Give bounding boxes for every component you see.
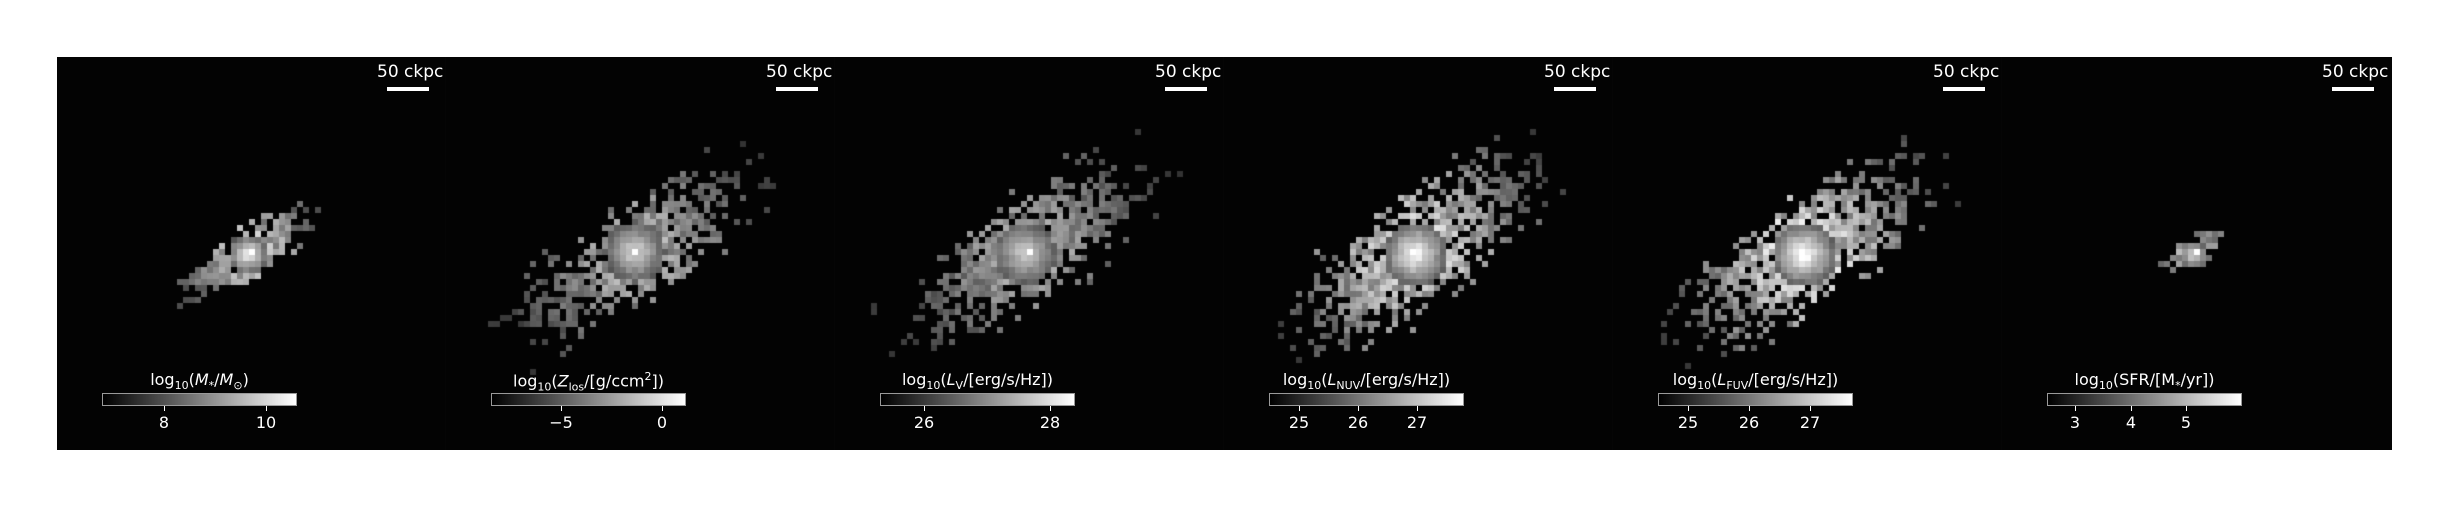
map-sfr <box>2002 57 2390 450</box>
colorbar <box>880 393 1075 406</box>
colorbar-tick <box>2186 406 2187 411</box>
colorbar-tick <box>1810 406 1811 411</box>
scale-bar-label: 50 ckpc <box>377 62 444 82</box>
map-lum-nuv <box>1224 57 1612 450</box>
panel-sfr: 50 ckpc log10(SFR/[M*/yr]) 3 4 5 <box>2002 57 2390 450</box>
colorbar-tick <box>1417 406 1418 411</box>
panel-lum-v: 50 ckpc log10(LV/[erg/s/Hz]) 26 28 <box>835 57 1223 450</box>
panel-stellar-mass: 50 ckpc log10(M*/M⊙) 8 10 <box>57 57 445 450</box>
scale-bar <box>776 87 818 91</box>
scale-bar-label: 50 ckpc <box>1544 62 1611 82</box>
colorbar-tick <box>561 406 562 411</box>
colorbar-tick-label: 26 <box>1347 413 1369 432</box>
colorbar-tick-label: 25 <box>1677 413 1699 432</box>
colorbar-tick-label: 26 <box>913 413 935 432</box>
colorbar-tick-label: 8 <box>158 413 170 432</box>
colorbar-tick <box>164 406 165 411</box>
colorbar <box>491 393 686 406</box>
colorbar-tick <box>266 406 267 411</box>
scale-bar-label: 50 ckpc <box>766 62 833 82</box>
colorbar-label: log10(M*/M⊙) <box>150 370 249 393</box>
scale-bar-label: 50 ckpc <box>1155 62 1222 82</box>
colorbar-label: log10(LFUV/[erg/s/Hz]) <box>1672 370 1839 393</box>
colorbar <box>2047 393 2242 406</box>
scale-bar <box>2332 87 2374 91</box>
colorbar-label: log10(SFR/[M*/yr]) <box>2074 370 2215 393</box>
colorbar-tick-label: 28 <box>1039 413 1061 432</box>
colorbar-label: log10(LV/[erg/s/Hz]) <box>901 370 1054 393</box>
colorbar-tick-label: 0 <box>656 413 668 432</box>
colorbar-tick <box>2075 406 2076 411</box>
colorbar-tick-label: 27 <box>1406 413 1428 432</box>
scale-bar <box>1165 87 1207 91</box>
colorbar-tick-label: 4 <box>2125 413 2137 432</box>
colorbar-tick <box>662 406 663 411</box>
map-lum-fuv <box>1613 57 2001 450</box>
colorbar-tick-label: 10 <box>255 413 277 432</box>
colorbar-tick-label: 27 <box>1799 413 1821 432</box>
scale-bar-label: 50 ckpc <box>2322 62 2389 82</box>
image-strip: 50 ckpc log10(M*/M⊙) 8 10 50 ckpc log10(Zlos/… <box>57 57 2392 450</box>
scale-bar <box>1554 87 1596 91</box>
colorbar-label: log10(Zlos/[g/ccm2]) <box>513 370 664 394</box>
colorbar <box>1269 393 1464 406</box>
colorbar-tick <box>1749 406 1750 411</box>
colorbar <box>1658 393 1853 406</box>
colorbar-label: log10(LNUV/[erg/s/Hz]) <box>1282 370 1451 393</box>
colorbar-tick-label: 5 <box>2180 413 2192 432</box>
colorbar-tick-label: −5 <box>549 413 573 432</box>
panel-lum-nuv: 50 ckpc log10(LNUV/[erg/s/Hz]) 25 26 27 <box>1224 57 1612 450</box>
panel-lum-fuv: 50 ckpc log10(LFUV/[erg/s/Hz]) 25 26 27 <box>1613 57 2001 450</box>
map-lum-v <box>835 57 1223 450</box>
colorbar-tick-label: 26 <box>1738 413 1760 432</box>
colorbar-tick <box>2131 406 2132 411</box>
colorbar-tick <box>924 406 925 411</box>
colorbar-tick <box>1688 406 1689 411</box>
map-metal-column <box>446 57 834 450</box>
colorbar-tick-label: 25 <box>1288 413 1310 432</box>
colorbar <box>102 393 297 406</box>
panel-metal-column: 50 ckpc log10(Zlos/[g/ccm2]) −5 0 <box>446 57 834 450</box>
colorbar-tick <box>1050 406 1051 411</box>
scale-bar <box>1943 87 1985 91</box>
colorbar-tick <box>1358 406 1359 411</box>
colorbar-tick <box>1299 406 1300 411</box>
colorbar-tick-label: 3 <box>2069 413 2081 432</box>
scale-bar <box>387 87 429 91</box>
map-stellar-mass <box>57 57 445 450</box>
scale-bar-label: 50 ckpc <box>1933 62 2000 82</box>
